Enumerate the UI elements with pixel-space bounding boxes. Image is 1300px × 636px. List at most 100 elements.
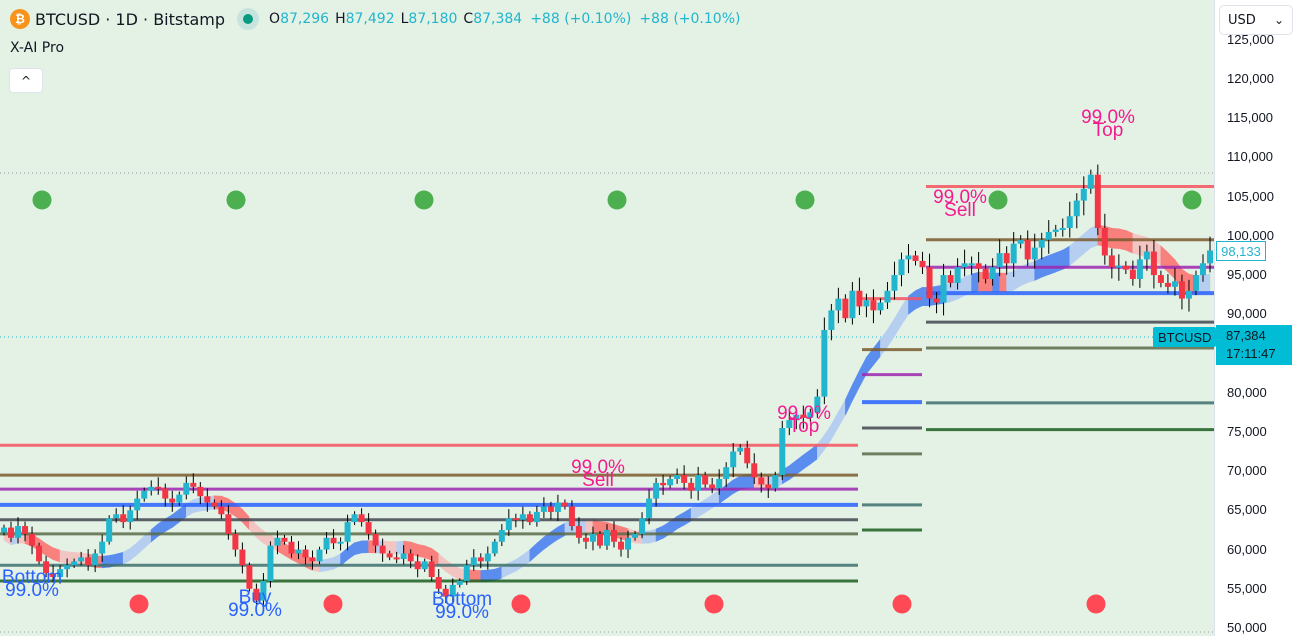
candle-down: [1150, 251, 1157, 276]
candle-down: [575, 526, 582, 538]
candle-up: [1, 527, 7, 533]
buy-zone-dot: [226, 190, 246, 210]
signal-line1: 99.0%: [933, 187, 987, 208]
candle-up: [898, 259, 905, 276]
trend-band-segment: [529, 542, 538, 563]
candle-up: [533, 511, 540, 523]
candle-down: [1024, 239, 1031, 260]
trend-band-segment: [796, 454, 804, 476]
trend-band-segment: [662, 520, 671, 539]
trend-band-segment: [592, 519, 601, 535]
candle-down: [22, 526, 29, 534]
candle-up: [134, 498, 141, 511]
candle-up: [1185, 290, 1192, 299]
indicator-name[interactable]: X-AI Pro: [10, 40, 65, 56]
sell-zone-dot: [129, 594, 149, 614]
bitcoin-icon: ₿: [10, 9, 30, 29]
candle-up: [57, 569, 64, 578]
candle-down: [561, 502, 568, 507]
trend-band-segment: [866, 347, 874, 375]
price-tick: 125,000: [1227, 31, 1274, 47]
trend-band-segment: [732, 475, 741, 495]
candle-up: [99, 541, 106, 554]
trend-band-segment: [438, 552, 447, 573]
trend-band-segment: [136, 535, 145, 556]
candle-down: [288, 541, 295, 554]
candle-down: [1094, 174, 1101, 229]
candle-up: [821, 329, 828, 397]
trend-band-segment: [515, 554, 524, 572]
candle-up: [71, 561, 78, 566]
candle-down: [428, 561, 435, 578]
trend-band-segment: [115, 551, 124, 567]
trend-band-segment: [887, 317, 895, 348]
price-axis[interactable]: 125,000 120,000 115,000 110,000 105,000 100,0…: [1214, 0, 1300, 636]
candle-down: [975, 263, 982, 269]
candle-down: [211, 502, 218, 507]
chevron-down-icon: ⌄: [1273, 13, 1284, 27]
candle-up: [940, 275, 947, 303]
candle-up: [274, 537, 281, 546]
candle-up: [1143, 251, 1150, 260]
signal-label: Buy 99.0%: [220, 588, 290, 620]
symbol-title[interactable]: BTCUSD · 1D · Bitstamp: [35, 9, 226, 29]
candle-up: [470, 557, 477, 566]
trend-band-segment: [52, 547, 61, 563]
change-value-2: +88 (+0.10%): [639, 11, 741, 27]
collapse-indicators-button[interactable]: ^: [9, 68, 43, 93]
candle-down: [596, 533, 603, 546]
price-tick: 80,000: [1227, 384, 1267, 400]
signal-label: 99.0% Sell: [563, 458, 633, 490]
trend-band-segment: [1027, 261, 1036, 283]
close-value: 87,384: [473, 11, 523, 27]
candle-down: [751, 463, 758, 478]
candle-up: [141, 490, 148, 499]
signal-line2: 99.0%: [228, 600, 282, 621]
signal-line2: Sell: [582, 470, 614, 491]
candle-up: [498, 529, 505, 542]
sell-zone-dot: [892, 594, 912, 614]
buy-zone-dot: [414, 190, 434, 210]
candle-down: [232, 533, 239, 550]
candle-up: [1171, 281, 1178, 287]
last-price-value: 87,384: [1226, 328, 1266, 343]
currency-select[interactable]: USD ⌄: [1219, 5, 1293, 35]
candle-down: [309, 557, 316, 562]
trend-band-segment: [122, 547, 131, 565]
price-tick: 75,000: [1227, 423, 1267, 439]
open-value: 87,296: [280, 11, 330, 27]
candle-up: [814, 396, 821, 413]
candle-up: [519, 514, 526, 520]
price-tick: 95,000: [1227, 267, 1267, 283]
open-label: O: [269, 11, 281, 27]
candle-up: [554, 502, 561, 512]
trend-band-segment: [1076, 233, 1085, 261]
candle-down: [1164, 282, 1171, 287]
trend-band-segment: [1006, 271, 1014, 293]
candle-up: [589, 533, 596, 542]
trend-band-segment: [445, 559, 454, 577]
chart-area[interactable]: [0, 0, 1214, 636]
candle-down: [407, 553, 414, 562]
sell-zone-dot: [511, 594, 531, 614]
signal-line1: 99.0%: [777, 403, 831, 424]
chevron-up-icon: ^: [20, 73, 32, 88]
candle-down: [393, 557, 400, 560]
trend-band-segment: [873, 338, 881, 366]
candle-up: [1207, 250, 1213, 264]
candle-down: [155, 486, 162, 489]
market-status-icon[interactable]: [237, 8, 260, 30]
signal-line2: Sell: [944, 200, 976, 221]
candlestick-chart[interactable]: [0, 0, 1214, 636]
candle-up: [113, 514, 120, 519]
trend-band-segment: [417, 544, 425, 558]
candle-up: [646, 498, 653, 519]
candle-up: [737, 447, 744, 452]
candle-up: [92, 553, 99, 566]
signal-line1: 99.0%: [1081, 107, 1135, 128]
candle-up: [1066, 216, 1073, 229]
candle-up: [632, 533, 639, 538]
trend-band-segment: [683, 507, 692, 526]
candle-up: [323, 537, 330, 550]
candle-down: [197, 486, 204, 497]
